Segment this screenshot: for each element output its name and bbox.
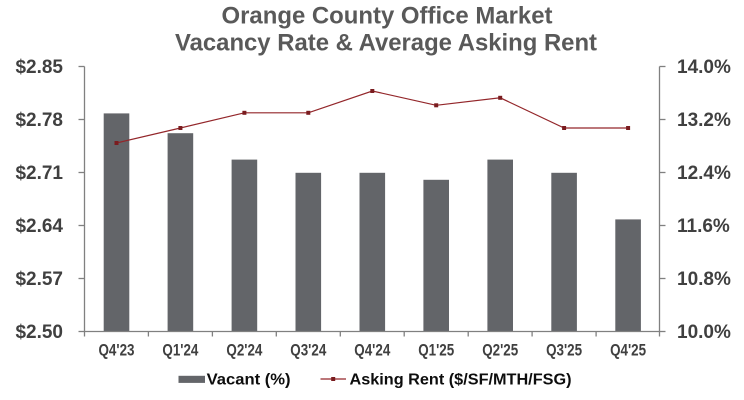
svg-text:Q4'25: Q4'25	[610, 341, 646, 360]
svg-text:Q4'24: Q4'24	[354, 341, 390, 360]
svg-text:Vacancy Rate & Average Asking: Vacancy Rate & Average Asking Rent	[175, 30, 597, 57]
svg-text:10.8%: 10.8%	[677, 269, 731, 290]
svg-text:Q2'24: Q2'24	[226, 341, 262, 360]
svg-text:13.2%: 13.2%	[677, 110, 731, 131]
svg-text:11.6%: 11.6%	[677, 216, 730, 237]
svg-text:10.0%: 10.0%	[677, 322, 731, 343]
svg-text:$2.85: $2.85	[15, 57, 63, 78]
svg-text:14.0%: 14.0%	[677, 57, 731, 78]
svg-text:Q1'24: Q1'24	[162, 341, 198, 360]
svg-text:$2.71: $2.71	[15, 163, 63, 184]
svg-text:$2.78: $2.78	[15, 110, 63, 131]
svg-text:Q3'24: Q3'24	[290, 341, 326, 360]
svg-text:Q2'25: Q2'25	[482, 341, 518, 360]
svg-text:$2.57: $2.57	[15, 269, 63, 290]
svg-text:Q1'25: Q1'25	[418, 341, 454, 360]
svg-text:Q4'23: Q4'23	[99, 341, 135, 360]
svg-text:Vacant (%): Vacant (%)	[207, 372, 291, 389]
svg-text:Orange County Office Market: Orange County Office Market	[222, 3, 553, 30]
svg-text:12.4%: 12.4%	[677, 163, 731, 184]
svg-text:$2.50: $2.50	[15, 322, 63, 343]
svg-text:$2.64: $2.64	[15, 216, 63, 237]
svg-text:Q3'25: Q3'25	[546, 341, 582, 360]
svg-text:Asking Rent ($/SF/MTH/FSG): Asking Rent ($/SF/MTH/FSG)	[350, 372, 572, 389]
